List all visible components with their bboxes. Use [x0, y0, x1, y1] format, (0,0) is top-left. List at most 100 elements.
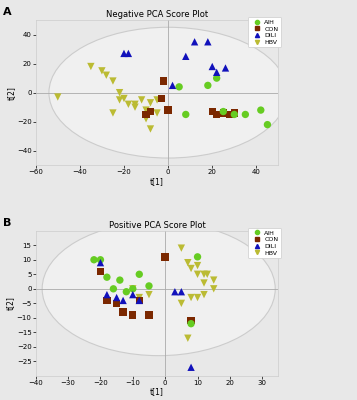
Point: [192, 38, 197, 45]
Point: [188, 318, 194, 324]
Legend: AIH, CON, DILI, HBV: AIH, CON, DILI, HBV: [248, 17, 281, 47]
Point: [205, 271, 210, 278]
Point: [104, 297, 110, 304]
Point: [223, 65, 228, 71]
Point: [214, 111, 220, 118]
Point: [231, 110, 237, 116]
Point: [104, 292, 110, 298]
Point: [114, 294, 120, 301]
Point: [126, 101, 131, 108]
Point: [214, 75, 220, 81]
Point: [185, 335, 191, 342]
Point: [121, 95, 127, 102]
Point: [242, 111, 248, 118]
Point: [195, 254, 200, 260]
Point: [126, 50, 131, 57]
Point: [162, 254, 168, 260]
Point: [188, 294, 194, 301]
Point: [220, 108, 226, 115]
Point: [139, 97, 145, 103]
Point: [231, 111, 237, 118]
Point: [195, 262, 200, 269]
Point: [210, 63, 215, 70]
Point: [121, 50, 127, 57]
Point: [205, 38, 211, 45]
Point: [117, 97, 122, 103]
Text: B: B: [3, 218, 11, 228]
Point: [154, 97, 160, 103]
Point: [130, 286, 136, 292]
Point: [117, 90, 122, 96]
Point: [130, 312, 136, 318]
Point: [205, 82, 211, 88]
Title: Positive PCA Score Plot: Positive PCA Score Plot: [109, 221, 206, 230]
Point: [178, 300, 184, 306]
Point: [132, 101, 138, 108]
Point: [120, 297, 126, 304]
Point: [258, 107, 264, 113]
Point: [287, 97, 292, 103]
Legend: AIH, CON, DILI, HBV: AIH, CON, DILI, HBV: [248, 228, 281, 258]
Point: [130, 292, 136, 298]
Point: [97, 268, 103, 274]
Ellipse shape: [49, 27, 287, 158]
Point: [165, 107, 171, 113]
Point: [161, 78, 167, 84]
Point: [110, 110, 116, 116]
Point: [146, 292, 152, 298]
Point: [104, 274, 110, 280]
Point: [227, 111, 233, 118]
Point: [147, 108, 153, 115]
Ellipse shape: [42, 222, 275, 356]
Point: [114, 300, 120, 306]
Point: [136, 294, 142, 301]
Point: [147, 126, 153, 132]
Point: [111, 286, 116, 292]
Point: [195, 294, 200, 301]
Point: [178, 288, 184, 295]
Point: [183, 111, 188, 118]
Y-axis label: t[2]: t[2]: [6, 86, 15, 100]
Point: [143, 107, 149, 113]
X-axis label: t[1]: t[1]: [150, 388, 164, 396]
Point: [91, 256, 97, 263]
Point: [146, 312, 152, 318]
Point: [104, 72, 109, 78]
Point: [201, 271, 207, 278]
Point: [188, 364, 194, 370]
Point: [195, 271, 200, 278]
Point: [170, 82, 175, 88]
Y-axis label: t[2]: t[2]: [6, 296, 15, 310]
Point: [176, 84, 182, 90]
Point: [136, 271, 142, 278]
Point: [132, 104, 138, 110]
Point: [178, 245, 184, 251]
Point: [220, 110, 226, 116]
Point: [214, 69, 220, 76]
Point: [188, 265, 194, 272]
Point: [201, 280, 207, 286]
X-axis label: t[1]: t[1]: [150, 177, 164, 186]
Point: [183, 53, 188, 60]
Point: [147, 100, 153, 106]
Point: [210, 108, 215, 115]
Point: [188, 320, 194, 327]
Point: [265, 122, 270, 128]
Point: [97, 260, 103, 266]
Point: [185, 260, 191, 266]
Point: [117, 277, 123, 283]
Text: A: A: [3, 7, 11, 17]
Point: [136, 297, 142, 304]
Point: [211, 277, 217, 283]
Point: [97, 256, 103, 263]
Point: [159, 95, 164, 102]
Point: [130, 286, 136, 292]
Point: [55, 94, 61, 100]
Point: [211, 286, 217, 292]
Point: [88, 63, 94, 70]
Point: [143, 111, 149, 118]
Point: [146, 283, 152, 289]
Point: [143, 116, 149, 122]
Point: [99, 68, 105, 74]
Point: [154, 110, 160, 116]
